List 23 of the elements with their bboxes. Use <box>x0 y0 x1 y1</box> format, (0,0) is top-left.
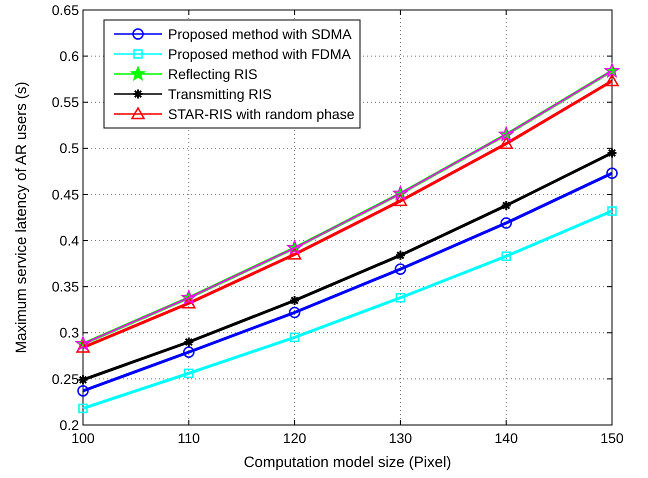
x-tick-label: 150 <box>600 430 624 446</box>
y-tick-label: 0.35 <box>52 278 80 295</box>
x-tick-label: 120 <box>282 430 306 446</box>
legend-label: Transmitting RIS <box>168 86 272 102</box>
y-tick-label: 0.3 <box>60 324 80 341</box>
y-axis-title: Maximum service latency of AR users (s) <box>13 82 30 354</box>
legend-label: STAR-RIS with random phase <box>168 106 355 122</box>
legend-label: Proposed method with FDMA <box>168 46 352 62</box>
x-tick-label: 110 <box>178 430 200 446</box>
x-tick-label: 100 <box>71 430 95 446</box>
y-tick-label: 0.2 <box>60 416 80 433</box>
y-tick-label: 0.65 <box>52 2 80 18</box>
legend-label: Proposed method with SDMA <box>168 26 352 42</box>
y-tick-label: 0.6 <box>60 48 80 64</box>
x-tick-label: 140 <box>494 430 518 446</box>
x-tick-label: 130 <box>388 430 412 446</box>
y-tick-label: 0.4 <box>60 232 80 248</box>
legend-label: Reflecting RIS <box>168 66 258 82</box>
y-tick-label: 0.5 <box>60 140 80 156</box>
y-tick-label: 0.45 <box>52 186 80 202</box>
x-axis-title: Computation model size (Pixel) <box>244 454 452 471</box>
y-tick-label: 0.55 <box>52 94 80 110</box>
y-tick-label: 0.25 <box>52 370 80 387</box>
